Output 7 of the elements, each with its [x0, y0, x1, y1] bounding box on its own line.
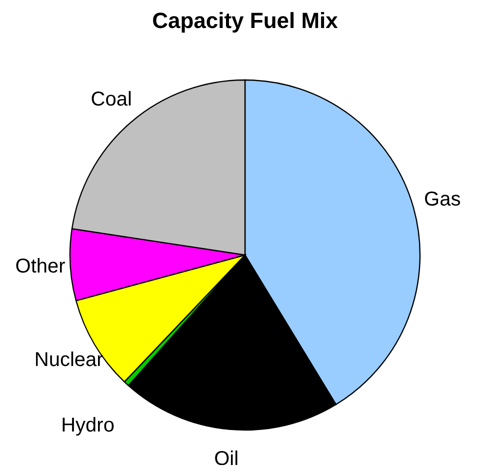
slice-label: Hydro — [61, 414, 114, 437]
slice-label: Other — [15, 256, 66, 278]
slice-label: Nuclear — [34, 348, 104, 371]
slice-label: Oil — [214, 448, 239, 470]
slice-label: Coal — [90, 88, 132, 111]
slice-label: Gas — [424, 188, 461, 211]
chart-title: Capacity Fuel Mix — [152, 8, 339, 33]
